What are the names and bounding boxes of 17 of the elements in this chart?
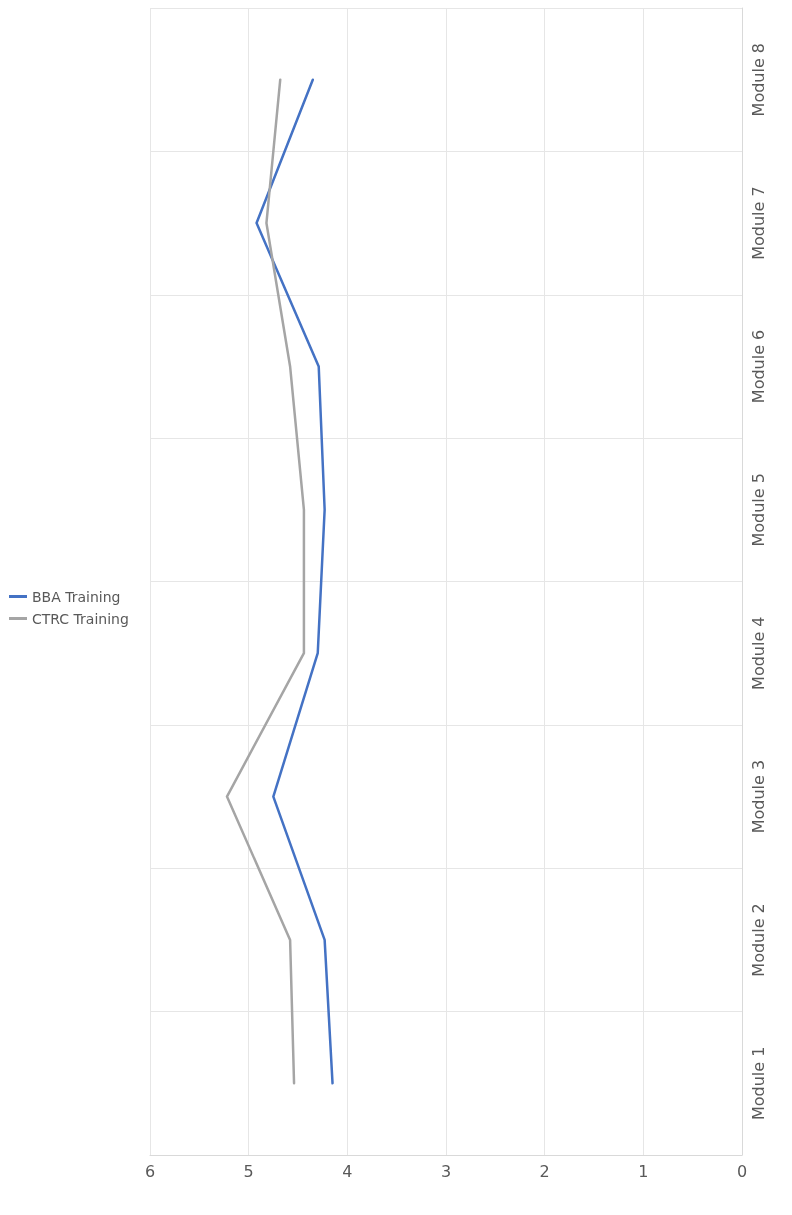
- x-tick-label: 1: [638, 1161, 649, 1181]
- legend-label: CTRC Training: [32, 610, 129, 627]
- x-tick-label: 2: [539, 1161, 550, 1181]
- x-tick-label: 0: [736, 1161, 748, 1181]
- y-tick-label: Module 3: [748, 759, 768, 834]
- y-tick-label: Module 5: [748, 473, 768, 547]
- legend-label: BBA Training: [32, 588, 121, 605]
- x-tick-label: 6: [144, 1161, 156, 1181]
- y-tick-label: Module 6: [748, 329, 768, 404]
- x-tick-label: 4: [342, 1161, 353, 1181]
- x-tick-label: 5: [243, 1161, 254, 1181]
- y-tick-label: Module 8: [748, 42, 768, 117]
- x-tick-label: 3: [440, 1161, 452, 1181]
- y-tick-label: Module 4: [748, 616, 768, 690]
- y-tick-label: Module 2: [748, 903, 768, 977]
- y-tick-label: Module 7: [748, 186, 768, 260]
- y-tick-label: Module 1: [748, 1046, 768, 1121]
